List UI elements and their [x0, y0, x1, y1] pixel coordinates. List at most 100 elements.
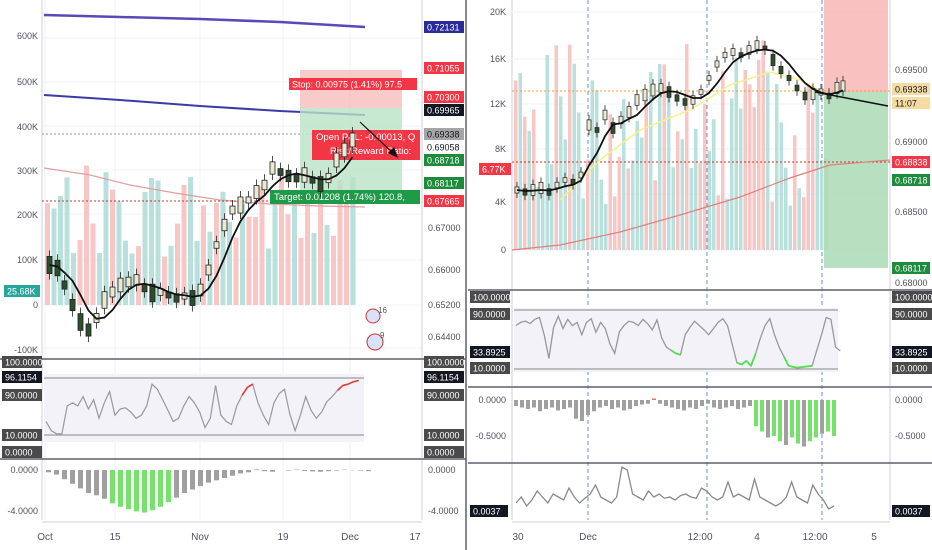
osc-oversold-seg: [741, 360, 747, 366]
price-axis-tick: 0.67000: [428, 223, 461, 233]
osc-band: [44, 374, 364, 442]
volume-bar: [680, 139, 684, 250]
volume-bar: [739, 108, 743, 251]
price-highlight-label: 0.69058: [427, 143, 460, 153]
volume-bar: [259, 186, 265, 305]
price-highlight-label-bg: [424, 62, 464, 74]
price-highlight-label: 0.71055: [427, 64, 460, 74]
histogram-bar: [334, 470, 339, 471]
histogram-bar: [724, 400, 728, 408]
candle-body: [698, 89, 704, 95]
histogram-bar: [736, 400, 740, 409]
osc-axis-tick-left: 10.0000: [5, 431, 38, 441]
histogram-bar: [766, 400, 770, 438]
volume-bar: [676, 131, 680, 250]
candle-body: [722, 51, 728, 59]
osc-current-right: 96.1154: [427, 373, 459, 383]
histogram-bar: [754, 400, 758, 427]
histogram-bar: [778, 400, 782, 442]
x-axis-tick: Dec: [579, 532, 597, 543]
histogram-bar: [790, 400, 794, 438]
candle-body: [77, 313, 84, 331]
osc-axis-tick-left-bg: [2, 429, 42, 441]
osc-current-left-bg: [2, 371, 42, 383]
volume-bar: [311, 233, 317, 305]
histogram-bar: [54, 470, 59, 475]
candle-body: [237, 196, 244, 214]
candle-body: [317, 176, 324, 192]
histogram-bar: [126, 470, 131, 510]
price-highlight-label: 0.68718: [895, 176, 928, 186]
volume-bar: [536, 186, 540, 250]
volume-bar: [662, 64, 666, 250]
histogram-bar: [616, 400, 620, 408]
histogram-bar: [820, 400, 824, 434]
histogram-bar: [198, 470, 203, 487]
candle-body: [674, 94, 680, 102]
volume-bar: [820, 159, 824, 250]
price-highlight-label: 0.68718: [427, 156, 460, 166]
histogram-bar: [694, 400, 698, 409]
price-highlight-label-bg: [892, 174, 930, 186]
histogram-bar: [706, 400, 710, 404]
volume-bar: [110, 189, 115, 305]
histogram-bar: [580, 400, 584, 421]
volume-bar: [568, 44, 572, 250]
histogram-bar: [640, 400, 644, 405]
osc-axis-tick-right-bg: [424, 356, 464, 368]
target-zone: [824, 92, 888, 268]
volume-bar: [58, 196, 63, 305]
volume-bar: [181, 184, 187, 305]
volume-bar: [694, 128, 698, 250]
price-highlight-label: 0.68838: [895, 158, 928, 168]
price-highlight-label: 0.68117: [427, 179, 459, 189]
histogram-bar: [802, 400, 806, 447]
volume-axis-tick: 600K: [17, 31, 38, 41]
osc-overbought-seg: [336, 384, 344, 391]
histogram-bar: [568, 400, 572, 408]
volume-axis-tick: 16K: [490, 54, 506, 64]
osc-band: [514, 308, 838, 372]
candle-body: [277, 168, 284, 176]
price-highlight-label: 0.69338: [895, 85, 928, 95]
osc-oversold-seg: [675, 352, 681, 356]
candle-body: [333, 152, 340, 168]
volume-bar: [84, 165, 89, 305]
candle-body: [706, 75, 712, 81]
histogram-bar: [742, 400, 746, 408]
price-highlight-label-bg: [424, 128, 464, 140]
histogram-bar: [796, 400, 800, 444]
volume-bar: [550, 164, 554, 250]
candle-body: [634, 94, 640, 106]
histogram-bar: [134, 470, 139, 512]
volume-bar: [653, 180, 657, 250]
candle-body: [794, 84, 800, 92]
candle-body: [546, 188, 552, 196]
price-highlight-label-bg: [892, 262, 930, 274]
histogram-bar: [712, 400, 716, 408]
third-current-left: 0.0037: [473, 507, 501, 517]
osc-axis-tick-right-bg: [424, 446, 464, 458]
volume-bar: [194, 240, 200, 305]
volume-axis-tick: -100K: [14, 345, 38, 355]
volume-current-label-bg: [479, 163, 511, 175]
volume-bar: [626, 168, 630, 250]
volume-bar: [761, 40, 765, 251]
osc-axis-tick-right: 10.0000: [895, 364, 928, 374]
histogram-bar: [532, 400, 536, 408]
histogram-bar: [682, 400, 686, 411]
osc-oversold-seg: [750, 353, 757, 367]
histogram-bar: [190, 470, 195, 490]
third-current-left-bg: [470, 505, 508, 517]
volume-bar: [667, 94, 671, 251]
volume-bar: [604, 203, 608, 250]
volume-bar: [116, 201, 122, 305]
candle-body: [754, 40, 760, 50]
trend-line: [814, 91, 889, 107]
histogram-bar: [538, 400, 542, 412]
price-axis-tick: 0.65200: [428, 300, 461, 310]
volume-bar: [97, 253, 102, 305]
volume-bar: [246, 216, 252, 305]
volume-current-label: 25.68K: [7, 287, 36, 297]
ma-yellow-line: [559, 71, 831, 201]
